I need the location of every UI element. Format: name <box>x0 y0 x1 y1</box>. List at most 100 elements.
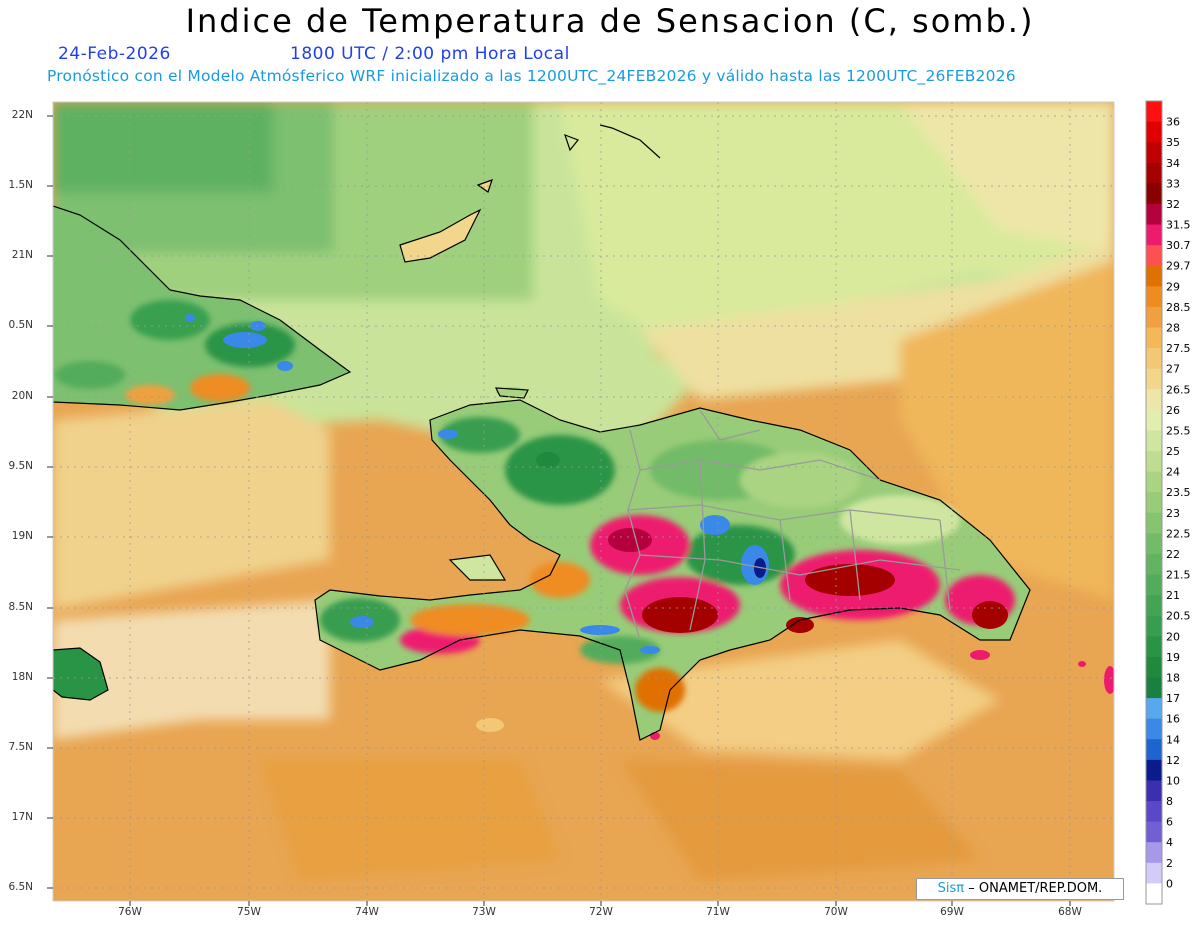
colorbar-label: 30.7 <box>1166 239 1191 252</box>
y-tick-label: 21N <box>11 249 33 261</box>
y-tick-label: 7.5N <box>8 741 33 753</box>
colorbar-swatch <box>1146 142 1162 164</box>
colorbar-swatch <box>1146 801 1162 823</box>
x-tick-label: 76W <box>118 906 142 918</box>
cuba-landmass <box>53 206 350 410</box>
colorbar-swatch <box>1146 718 1162 740</box>
colorbar-swatch <box>1146 739 1162 761</box>
colorbar-label: 0 <box>1166 877 1173 890</box>
hispaniola-landmass <box>315 400 1030 740</box>
colorbar-swatch <box>1146 471 1162 493</box>
colorbar-label: 22 <box>1166 548 1180 561</box>
forecast-subtitle: Pronóstico con el Modelo Atmósferico WRF… <box>47 67 1016 85</box>
colorbar-swatch <box>1146 883 1162 905</box>
x-tick-label: 71W <box>706 906 730 918</box>
colorbar-label: 14 <box>1166 733 1180 746</box>
colorbar-swatch <box>1146 348 1162 370</box>
jamaica-landmass <box>53 648 108 700</box>
colorbar-label: 29 <box>1166 280 1180 293</box>
colorbar-label: 16 <box>1166 713 1180 726</box>
x-tick-label: 74W <box>355 906 379 918</box>
colorbar-label: 4 <box>1166 836 1173 849</box>
credit-box: Sisπ – ONAMET/REP.DOM. <box>916 878 1124 900</box>
map-title: Indice de Temperatura de Sensacion (C, s… <box>185 2 1035 40</box>
colorbar-label: 28.5 <box>1166 301 1191 314</box>
y-tick-label: 19N <box>11 530 33 542</box>
colorbar-label: 24 <box>1166 466 1180 479</box>
colorbar-swatch <box>1146 368 1162 390</box>
colorbar-label: 34 <box>1166 157 1180 170</box>
colorbar-swatch <box>1146 245 1162 267</box>
colorbar-label: 28 <box>1166 321 1180 334</box>
colorbar-label: 8 <box>1166 795 1173 808</box>
colorbar-swatch <box>1146 656 1162 679</box>
colorbar-label: 23 <box>1166 507 1180 520</box>
colorbar-label: 21 <box>1166 589 1180 602</box>
colorbar-swatch <box>1146 636 1162 658</box>
colorbar-swatch <box>1146 286 1162 308</box>
y-tick-label: 20N <box>11 390 33 402</box>
colorbar-swatch <box>1146 574 1162 596</box>
colorbar-label: 17 <box>1166 692 1180 705</box>
colorbar-label: 19 <box>1166 651 1180 664</box>
colorbar-swatch <box>1146 451 1162 473</box>
colorbar-label: 27 <box>1166 363 1180 376</box>
colorbar-label: 31.5 <box>1166 219 1191 232</box>
colorbar-label: 23.5 <box>1166 486 1191 499</box>
colorbar-label: 36 <box>1166 116 1180 129</box>
credit-brand: Sisπ <box>937 881 965 896</box>
colorbar-swatch <box>1146 327 1162 349</box>
colorbar-swatch <box>1146 512 1162 534</box>
colorbar-swatch <box>1146 553 1162 576</box>
colorbar-swatch <box>1146 615 1162 637</box>
colorbar-swatch <box>1146 595 1162 617</box>
colorbar-label: 6 <box>1166 816 1173 829</box>
x-tick-label: 72W <box>589 906 613 918</box>
colorbar-label: 35 <box>1166 136 1180 149</box>
forecast-date: 24-Feb-2026 <box>58 44 171 64</box>
colorbar-swatch <box>1146 121 1162 143</box>
y-tick-label: 9.5N <box>8 460 33 472</box>
axis-tick-marks <box>47 115 1071 906</box>
colorbar-label: 27.5 <box>1166 342 1191 355</box>
y-tick-label: 0.5N <box>8 319 33 331</box>
y-tick-label: 18N <box>11 671 33 683</box>
colorbar-swatch <box>1146 183 1162 205</box>
colorbar-swatch <box>1146 162 1162 184</box>
colorbar-label: 22.5 <box>1166 527 1191 540</box>
x-tick-label: 70W <box>824 906 848 918</box>
colorbar-label: 25 <box>1166 445 1180 458</box>
colorbar-label: 2 <box>1166 857 1173 870</box>
y-tick-label: 22N <box>11 109 33 121</box>
colorbar-swatch <box>1146 306 1162 328</box>
colorbar-label: 26.5 <box>1166 383 1191 396</box>
colorbar-label: 29.7 <box>1166 260 1191 273</box>
x-tick-label: 75W <box>237 906 261 918</box>
colorbar-label: 18 <box>1166 672 1180 685</box>
colorbar-label: 10 <box>1166 774 1180 787</box>
colorbar-swatch <box>1146 759 1162 781</box>
colorbar-label: 33 <box>1166 177 1180 190</box>
colorbar-swatch <box>1146 780 1162 802</box>
colorbar-swatch <box>1146 492 1162 514</box>
y-tick-label: 1.5N <box>8 179 33 191</box>
colorbar-swatch <box>1146 265 1162 287</box>
plot-frame <box>52 101 1115 902</box>
graticule <box>53 102 1114 901</box>
forecast-time: 1800 UTC / 2:00 pm Hora Local <box>290 44 570 64</box>
colorbar-label: 25.5 <box>1166 424 1191 437</box>
province-borders <box>624 409 961 641</box>
colorbar-swatch <box>1146 224 1162 246</box>
colorbar-swatch <box>1146 101 1162 123</box>
colorbar-label: 21.5 <box>1166 569 1191 582</box>
colorbar-label: 20.5 <box>1166 610 1191 623</box>
colorbar-label: 26 <box>1166 404 1180 417</box>
colorbar-swatch <box>1146 821 1162 843</box>
x-tick-label: 69W <box>940 906 964 918</box>
colorbar-swatch <box>1146 389 1162 411</box>
colorbar-swatch <box>1146 842 1162 864</box>
colorbar-swatch <box>1146 533 1162 555</box>
credit-text: – ONAMET/REP.DOM. <box>968 881 1103 896</box>
colorbar-swatch <box>1146 430 1162 452</box>
